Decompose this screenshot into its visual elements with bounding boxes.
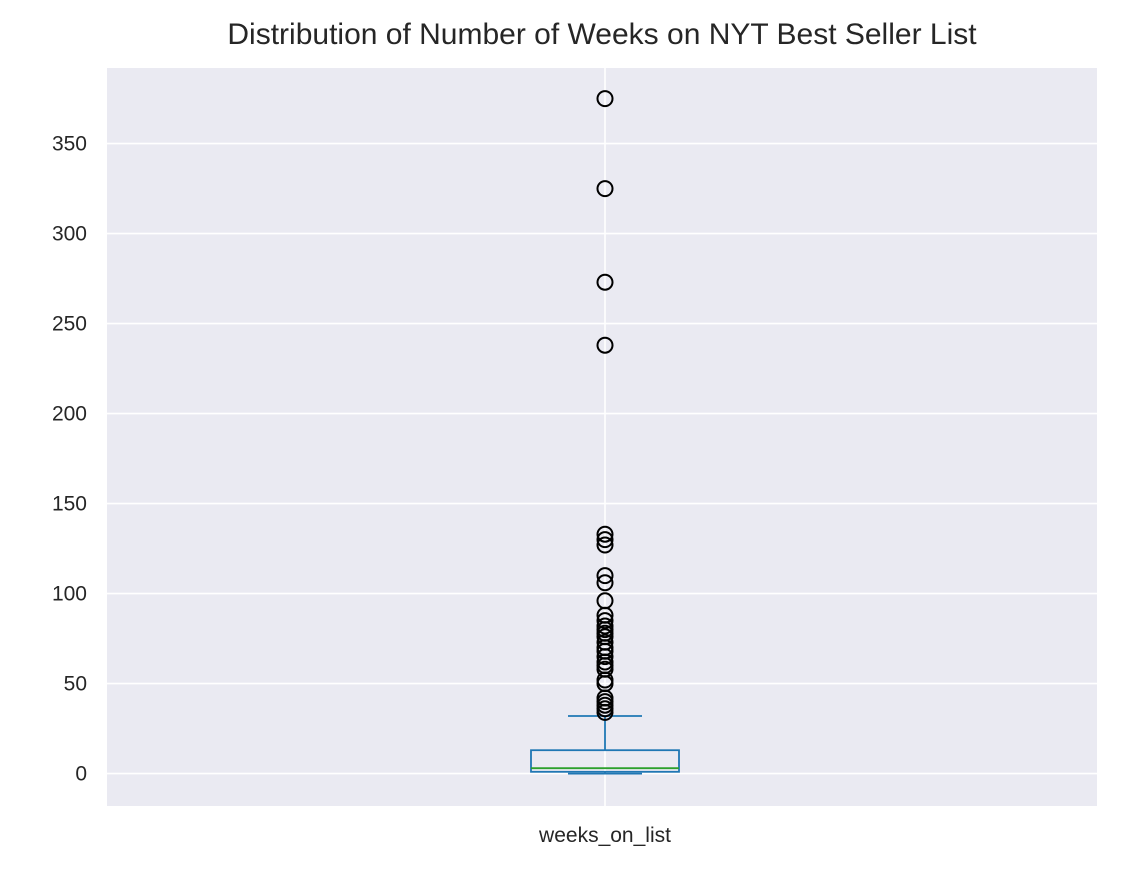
y-tick-label: 300 bbox=[52, 223, 87, 246]
x-axis-ticks: weeks_on_list bbox=[538, 824, 671, 847]
outlier-point bbox=[596, 574, 614, 592]
y-tick-label: 350 bbox=[52, 133, 87, 156]
outlier-point bbox=[596, 336, 614, 354]
outlier-point bbox=[596, 90, 614, 108]
x-tick-label: weeks_on_list bbox=[538, 824, 671, 847]
outlier-point bbox=[596, 525, 614, 543]
y-tick-label: 50 bbox=[64, 673, 87, 696]
outlier-point bbox=[596, 273, 614, 291]
outlier-point bbox=[596, 567, 614, 585]
y-tick-label: 250 bbox=[52, 313, 87, 336]
y-tick-label: 0 bbox=[75, 763, 87, 786]
y-tick-label: 200 bbox=[52, 403, 87, 426]
y-tick-label: 150 bbox=[52, 493, 87, 516]
outlier-point bbox=[596, 536, 614, 554]
iqr-box bbox=[530, 749, 680, 773]
outlier-point bbox=[596, 703, 614, 721]
outlier-point bbox=[596, 531, 614, 549]
outlier-point bbox=[596, 648, 614, 666]
outlier-point bbox=[596, 180, 614, 198]
outlier-point bbox=[596, 612, 614, 630]
y-tick-label: 100 bbox=[52, 583, 87, 606]
outlier-points bbox=[596, 90, 614, 721]
y-axis-ticks: 0 50 100 150 200 250 300 350 bbox=[52, 133, 87, 786]
chart-title: Distribution of Number of Weeks on NYT B… bbox=[227, 18, 977, 51]
